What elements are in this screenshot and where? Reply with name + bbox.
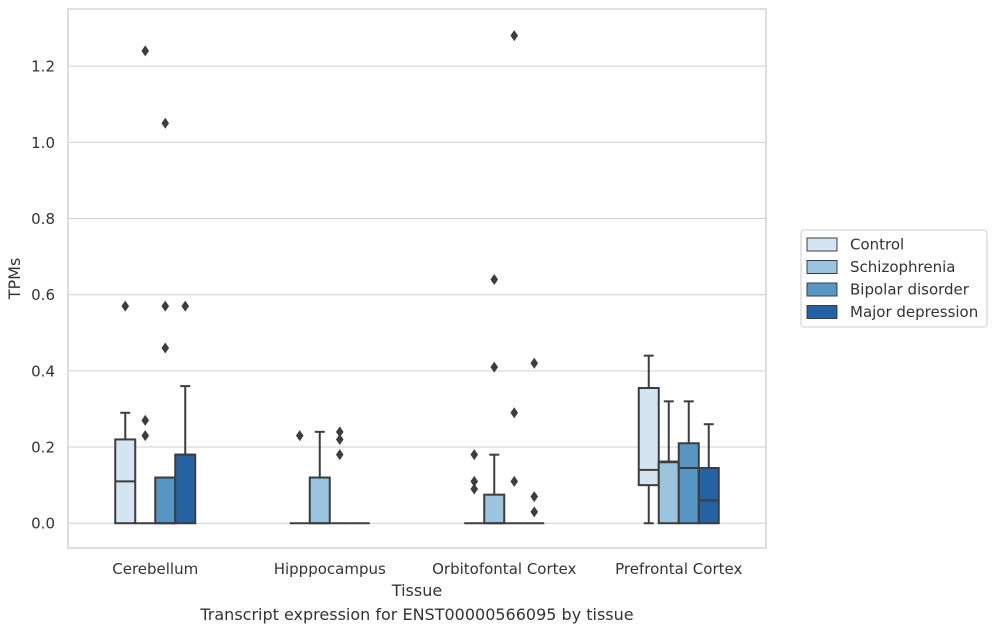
box-2-3 bbox=[524, 357, 545, 525]
legend-items: Control Schizophrenia Bipolar disorder Majo… bbox=[806, 236, 978, 321]
outlier-point bbox=[121, 300, 130, 312]
plot-frame bbox=[67, 8, 767, 549]
box-3-3 bbox=[697, 423, 720, 525]
box-body bbox=[697, 467, 720, 525]
outlier-point bbox=[510, 30, 519, 42]
y-tick-label: 0.6 bbox=[31, 286, 55, 304]
outlier-point bbox=[335, 433, 344, 445]
grid-lines bbox=[68, 65, 766, 524]
outlier-point bbox=[530, 357, 539, 369]
box-body bbox=[657, 460, 680, 525]
outlier-point bbox=[335, 426, 344, 438]
outlier-point bbox=[295, 430, 304, 442]
legend-swatch bbox=[806, 260, 838, 274]
x-tick-label: Cerebellum bbox=[112, 560, 198, 578]
outlier-point bbox=[141, 414, 150, 426]
outlier-point bbox=[181, 300, 190, 312]
legend-label: Major depression bbox=[850, 303, 978, 321]
box-3-1 bbox=[657, 400, 680, 525]
outlier-point bbox=[470, 483, 479, 495]
box-0-3 bbox=[174, 300, 197, 525]
chart-caption: Transcript expression for ENST0000056609… bbox=[200, 605, 634, 624]
box-0-1 bbox=[135, 45, 156, 525]
outlier-point bbox=[470, 449, 479, 461]
legend-label: Control bbox=[850, 236, 904, 254]
y-tick-label: 0.8 bbox=[31, 210, 55, 228]
box-1-1 bbox=[308, 430, 331, 525]
y-tick-label: 0.2 bbox=[31, 439, 55, 457]
outlier-point bbox=[161, 300, 170, 312]
x-tick-label: Hipppocampus bbox=[274, 560, 386, 578]
y-axis-label: TPMs bbox=[5, 258, 24, 301]
box-1-0 bbox=[289, 430, 310, 525]
box-2-2 bbox=[504, 30, 525, 525]
box-body bbox=[483, 493, 506, 525]
outlier-point bbox=[510, 407, 519, 419]
outlier-point bbox=[141, 45, 150, 57]
outlier-point bbox=[335, 449, 344, 461]
y-tick-label: 1.2 bbox=[31, 58, 55, 76]
legend-label: Schizophrenia bbox=[850, 258, 955, 276]
outlier-point bbox=[530, 506, 539, 518]
box-body bbox=[154, 476, 177, 525]
box-body bbox=[677, 442, 700, 525]
outlier-point bbox=[161, 117, 170, 129]
x-axis-label: Tissue bbox=[391, 581, 442, 600]
outlier-point bbox=[530, 491, 539, 503]
box-3-0 bbox=[637, 354, 660, 525]
box-3-2 bbox=[677, 400, 700, 525]
box-0-2 bbox=[154, 117, 177, 525]
legend-frame bbox=[800, 229, 988, 328]
outlier-point bbox=[470, 475, 479, 487]
boxes bbox=[114, 30, 720, 525]
x-tick-label: Prefrontal Cortex bbox=[615, 560, 742, 578]
legend-label: Bipolar disorder bbox=[850, 281, 970, 299]
y-ticks: 0.0 0.2 0.4 0.6 0.8 1.0 1.2 bbox=[31, 58, 55, 533]
box-1-2 bbox=[329, 426, 350, 525]
box-2-0 bbox=[464, 449, 485, 525]
outlier-point bbox=[510, 475, 519, 487]
x-ticks: Cerebellum Hipppocampus Orbitofontal Corte… bbox=[112, 560, 742, 578]
box-body bbox=[174, 453, 197, 525]
legend-swatch bbox=[806, 305, 838, 319]
y-tick-label: 0.0 bbox=[31, 515, 55, 533]
y-tick-label: 1.0 bbox=[31, 134, 55, 152]
outlier-point bbox=[490, 273, 499, 285]
legend-swatch bbox=[806, 282, 838, 297]
box-0-0 bbox=[114, 300, 137, 525]
legend: Control Schizophrenia Bipolar disorder Majo… bbox=[800, 229, 988, 328]
x-tick-label: Orbitofontal Cortex bbox=[432, 560, 576, 578]
outlier-point bbox=[490, 361, 499, 373]
y-tick-label: 0.4 bbox=[31, 362, 55, 380]
outlier-point bbox=[161, 342, 170, 354]
box-body bbox=[308, 476, 331, 525]
outlier-point bbox=[141, 430, 150, 442]
box-2-1 bbox=[483, 273, 506, 525]
box-body bbox=[637, 387, 660, 487]
legend-swatch bbox=[806, 237, 838, 252]
